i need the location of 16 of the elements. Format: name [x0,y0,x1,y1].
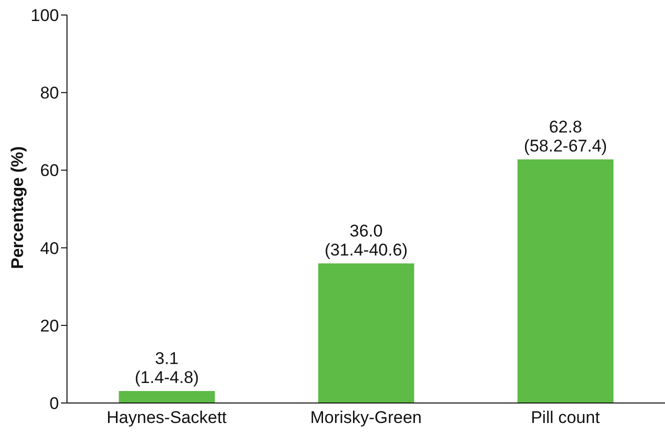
x-tick-label: Morisky-Green [310,408,422,428]
y-tick-label: 0 [50,394,59,414]
y-tick-label: 100 [30,6,59,26]
y-axis-title: Percentage (%) [8,146,28,269]
data-label: 3.1 (1.4-4.8) [134,348,199,387]
data-label: 36.0 (31.4-40.6) [324,221,408,260]
y-tick-label: 20 [40,316,59,336]
y-tick-label: 80 [40,84,59,103]
x-tick-label: Haynes-Sackett [106,408,227,428]
y-tick-label: 40 [40,238,59,258]
bar [517,159,614,403]
bar [118,390,215,403]
bar [318,263,414,403]
y-tick-label: 60 [40,161,59,180]
data-label: 62.8 (58.2-67.4) [524,117,608,156]
x-tick-label: Pill count [530,408,600,428]
